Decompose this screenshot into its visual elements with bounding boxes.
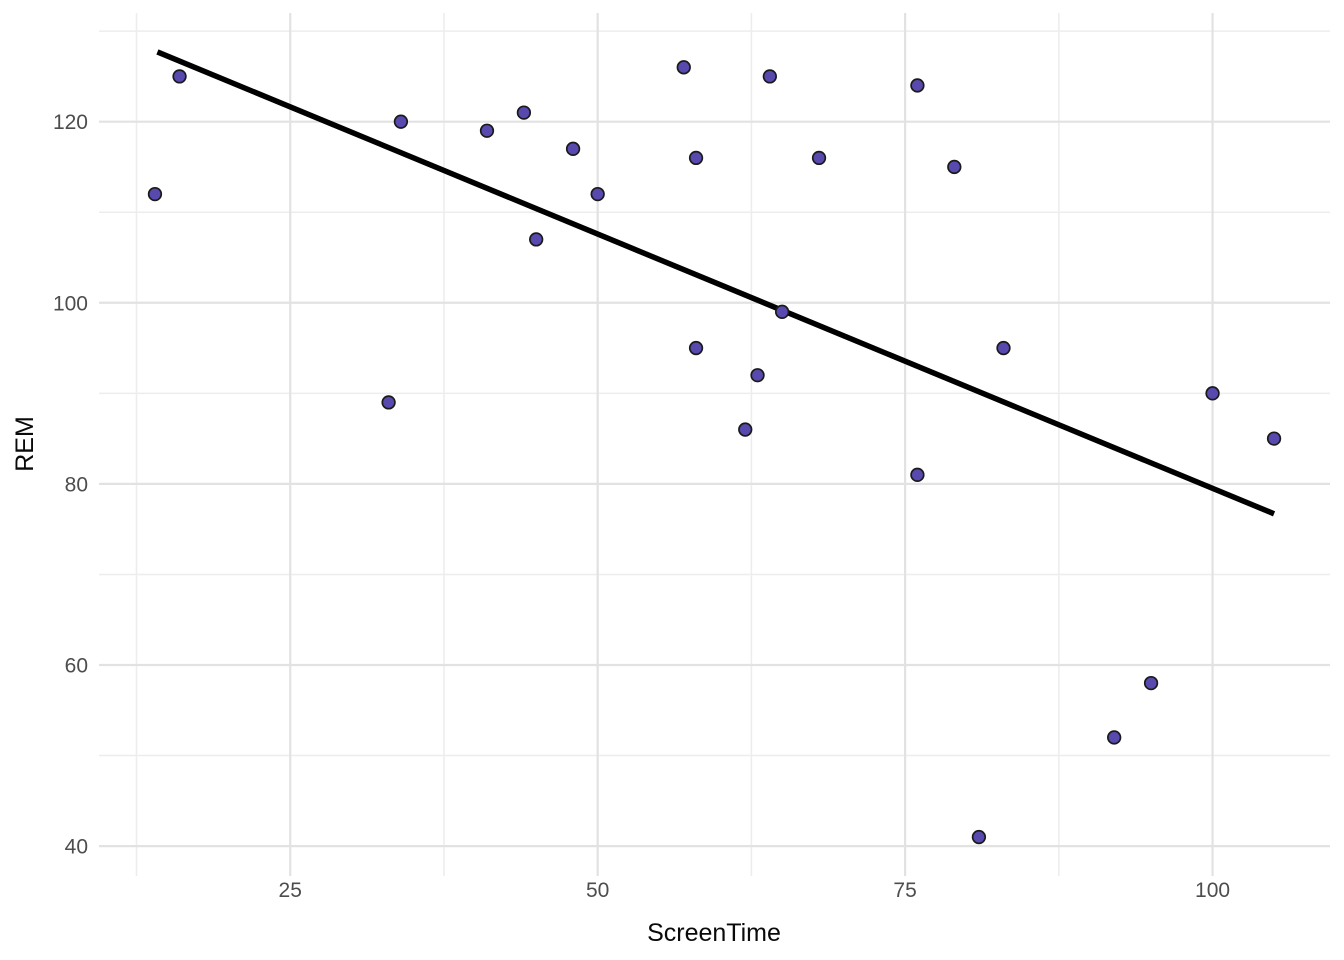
regression-line xyxy=(156,49,1276,517)
data-point xyxy=(172,69,187,84)
minor-gridlines xyxy=(99,13,1330,876)
data-point xyxy=(1205,386,1220,401)
data-point xyxy=(393,114,409,129)
data-point xyxy=(750,368,765,383)
y-axis-tick-labels: 40 60 80 100 120 xyxy=(53,111,88,858)
data-point xyxy=(688,340,704,356)
regression-line-group xyxy=(156,49,1276,517)
x-tick-label: 50 xyxy=(586,879,609,902)
data-point xyxy=(688,150,704,166)
data-point xyxy=(738,422,753,437)
y-tick-label: 120 xyxy=(53,111,88,134)
data-point xyxy=(947,159,962,175)
x-axis-title: ScreenTime xyxy=(647,919,781,947)
data-point xyxy=(1266,431,1282,446)
data-point xyxy=(1143,675,1159,691)
y-tick-label: 100 xyxy=(53,292,88,315)
data-point xyxy=(910,78,925,93)
x-tick-label: 25 xyxy=(279,879,302,902)
data-points-group xyxy=(147,60,1282,845)
y-tick-label: 80 xyxy=(65,473,88,496)
x-tick-label: 75 xyxy=(893,879,916,902)
data-point xyxy=(147,186,163,202)
data-point xyxy=(381,395,396,410)
major-gridlines xyxy=(99,13,1330,876)
x-tick-label: 100 xyxy=(1195,879,1230,902)
x-axis-tick-labels: 25 50 75 100 xyxy=(279,879,1231,902)
data-point xyxy=(1107,730,1122,745)
data-point xyxy=(971,829,987,845)
y-tick-label: 60 xyxy=(65,655,88,678)
data-point xyxy=(910,467,925,482)
data-point xyxy=(516,105,532,120)
data-point xyxy=(676,60,691,75)
data-point xyxy=(529,232,544,247)
data-point xyxy=(811,150,827,166)
y-tick-label: 40 xyxy=(65,836,88,859)
data-point xyxy=(996,340,1011,356)
data-point xyxy=(590,186,605,202)
data-point xyxy=(774,304,790,319)
y-axis-title: REM xyxy=(11,416,39,472)
data-point xyxy=(565,141,581,156)
data-point xyxy=(479,123,495,138)
data-point xyxy=(762,69,777,84)
